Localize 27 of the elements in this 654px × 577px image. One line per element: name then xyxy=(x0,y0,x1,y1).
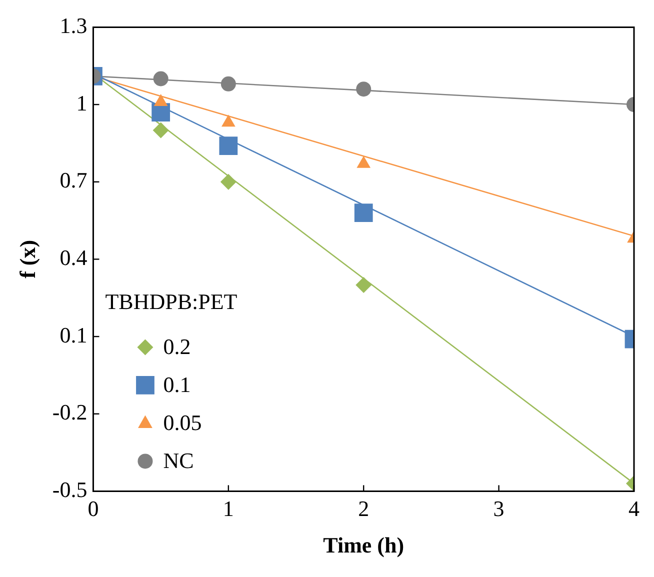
legend-label: NC xyxy=(163,448,194,473)
y-tick-label: 0.7 xyxy=(60,168,88,193)
point xyxy=(220,76,236,92)
y-tick-label: 1.3 xyxy=(60,12,88,38)
y-tick-label: -0.2 xyxy=(52,400,88,425)
y-axis-title: f (x) xyxy=(14,240,40,278)
legend-title: TBHDPB:PET xyxy=(105,288,238,314)
point xyxy=(220,174,236,190)
x-tick-label: 1 xyxy=(222,496,234,522)
y-tick-label: 1 xyxy=(76,90,88,116)
x-tick-label: 2 xyxy=(358,496,370,522)
point xyxy=(354,204,373,222)
y-tick-label: 0.4 xyxy=(60,244,88,270)
x-tick-label: 0 xyxy=(88,496,99,522)
point xyxy=(153,71,168,86)
legend-label: 0.2 xyxy=(163,334,191,359)
y-tick-label: -0.5 xyxy=(52,476,88,502)
x-axis-title: Time (h) xyxy=(323,532,404,558)
point xyxy=(356,276,372,293)
y-tick-label: 0.1 xyxy=(60,322,88,348)
x-tick-label: 3 xyxy=(493,496,504,522)
point xyxy=(219,136,238,155)
legend-label: 0.1 xyxy=(163,372,191,397)
legend-label: 0.05 xyxy=(163,410,202,435)
point xyxy=(356,82,372,97)
point xyxy=(152,122,169,138)
x-tick-label: 4 xyxy=(628,496,640,522)
